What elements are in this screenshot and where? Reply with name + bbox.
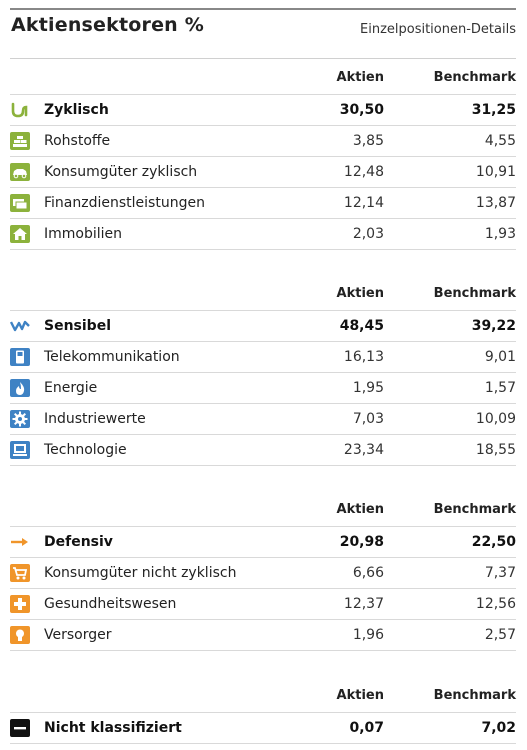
column-header-benchmark: Benchmark [433,502,516,517]
aktien-value: 12,48 [343,164,384,180]
sector-name: Konsumgüter nicht zyklisch [44,565,237,581]
aktien-value: 16,13 [343,349,384,365]
benchmark-value: 31,25 [471,102,516,118]
details-link[interactable]: Einzelpositionen-Details [360,22,516,37]
aktien-value: 1,96 [352,627,384,643]
sector-section: Aktien Benchmark Sensibel 48,45 39,22 Telekom… [9,280,516,466]
sector-name: Technologie [44,442,127,458]
column-header-aktien: Aktien [336,286,384,301]
column-header-row: Aktien Benchmark [10,280,516,311]
top-rule [10,8,516,10]
sector-group-row: Nicht klassifiziert 0,07 7,02 [10,713,516,744]
phone-icon [10,348,30,366]
aktien-value: 7,03 [352,411,384,427]
sector-name: Telekommunikation [44,349,180,365]
sector-row: Konsumgüter nicht zyklisch 6,66 7,37 [10,558,516,589]
aktien-value: 20,98 [339,534,384,550]
sector-section: Aktien Benchmark Nicht klassifiziert 0,07 7,… [10,682,516,744]
sector-name: Versorger [44,627,112,643]
sector-row: Rohstoffe 3,85 4,55 [10,126,516,157]
aktien-value: 12,14 [343,195,384,211]
sector-name: Nicht klassifiziert [44,720,182,736]
benchmark-value: 4,55 [484,133,516,149]
aktien-value: 23,34 [343,442,384,458]
sector-name: Finanzdienstleistungen [44,195,205,211]
benchmark-value: 7,02 [481,720,516,736]
sector-row: Gesundheitswesen 12,37 12,56 [10,589,516,620]
benchmark-value: 2,57 [484,627,516,643]
sector-row: Technologie 23,34 18,55 [10,435,516,466]
sector-row: Finanzdienstleistungen 12,14 13,87 [10,188,516,219]
benchmark-value: 10,91 [475,164,516,180]
aktien-value: 48,45 [339,318,384,334]
column-header-row: Aktien Benchmark [10,682,516,713]
column-header-benchmark: Benchmark [433,688,516,703]
column-header-aktien: Aktien [336,688,384,703]
sector-section: Aktien Benchmark Defensiv 20,98 22,50 Konsumg… [10,496,516,651]
aktien-value: 3,85 [352,133,384,149]
column-header-row: Aktien Benchmark [10,64,516,95]
lightbulb-icon [10,626,30,644]
sector-row: Industriewerte 7,03 10,09 [10,404,516,435]
arrow-right-icon [10,533,30,551]
house-icon [10,225,30,243]
aktien-value: 2,03 [352,226,384,242]
sector-name: Energie [44,380,98,396]
shopping-cart-icon [10,564,30,582]
sector-name: Gesundheitswesen [44,596,177,612]
benchmark-value: 1,57 [484,380,516,396]
minus-box-icon [10,719,30,737]
column-header-benchmark: Benchmark [433,70,516,85]
sector-name: Industriewerte [44,411,146,427]
sector-name: Immobilien [44,226,123,242]
money-icon [10,194,30,212]
sector-name: Sensibel [44,318,111,334]
sector-section: Aktien Benchmark Zyklisch 30,50 31,25 Rohstof… [10,64,516,250]
benchmark-value: 7,37 [484,565,516,581]
gear-icon [10,410,30,428]
column-header-aktien: Aktien [336,70,384,85]
bricks-icon [10,132,30,150]
sector-row: Immobilien 2,03 1,93 [10,219,516,250]
car-icon [10,163,30,181]
sector-row: Telekommunikation 16,13 9,01 [10,342,516,373]
aktien-value: 0,07 [349,720,384,736]
header-divider [10,58,516,59]
benchmark-value: 13,87 [475,195,516,211]
page-title: Aktiensektoren % [11,14,204,36]
benchmark-value: 12,56 [475,596,516,612]
sector-group-row: Defensiv 20,98 22,50 [10,527,516,558]
computer-icon [10,441,30,459]
sector-name: Defensiv [44,534,113,550]
column-header-aktien: Aktien [336,502,384,517]
column-header-row: Aktien Benchmark [10,496,516,527]
sector-group-row: Sensibel 48,45 39,22 [9,311,516,342]
sensitive-wave-icon [9,317,30,335]
aktien-value: 1,95 [352,380,384,396]
medical-cross-icon [10,595,30,613]
sector-row: Konsumgüter zyklisch 12,48 10,91 [10,157,516,188]
column-header-benchmark: Benchmark [433,286,516,301]
sector-name: Rohstoffe [44,133,111,149]
aktien-value: 30,50 [339,102,384,118]
benchmark-value: 22,50 [471,534,516,550]
benchmark-value: 39,22 [471,318,516,334]
cyclical-wave-icon [10,101,30,119]
sector-name: Konsumgüter zyklisch [44,164,198,180]
sector-row: Versorger 1,96 2,57 [10,620,516,651]
sector-row: Energie 1,95 1,57 [10,373,516,404]
sector-name: Zyklisch [44,102,109,118]
benchmark-value: 1,93 [484,226,516,242]
aktien-value: 12,37 [343,596,384,612]
aktien-value: 6,66 [352,565,384,581]
benchmark-value: 10,09 [475,411,516,427]
benchmark-value: 9,01 [484,349,516,365]
benchmark-value: 18,55 [475,442,516,458]
sector-group-row: Zyklisch 30,50 31,25 [10,95,516,126]
flame-icon [10,379,30,397]
